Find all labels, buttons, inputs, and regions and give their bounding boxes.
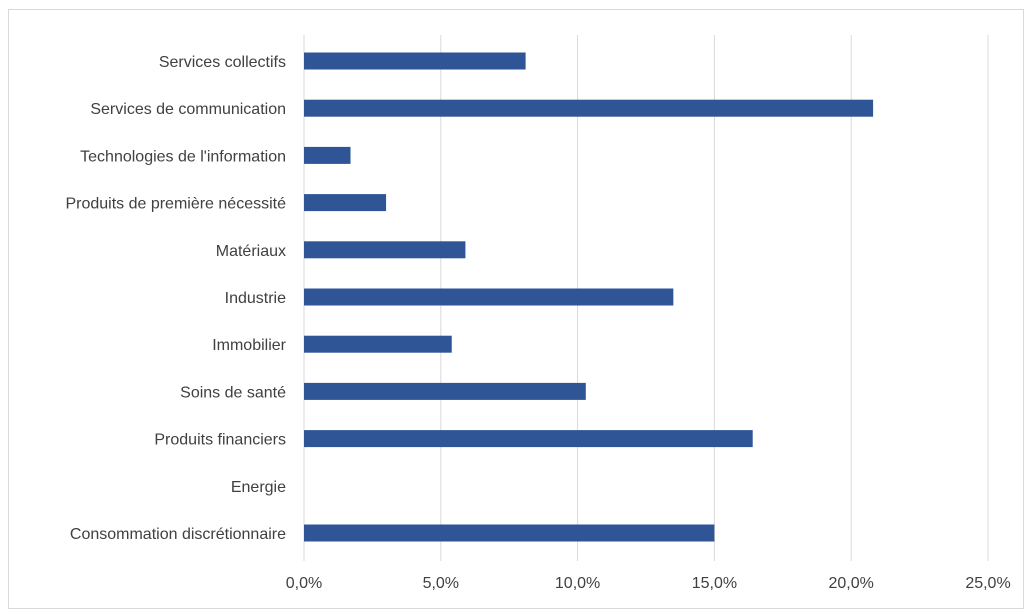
chart-frame: Services collectifs Services de communica… — [8, 9, 1024, 609]
category-label: Industrie — [225, 290, 286, 307]
x-tick-label: 5,0% — [423, 575, 459, 592]
category-label: Energie — [231, 479, 286, 496]
bar — [304, 99, 874, 117]
bar — [304, 194, 387, 212]
bar — [304, 524, 715, 542]
category-label: Services collectifs — [159, 54, 286, 71]
bar — [304, 241, 466, 259]
x-tick-label: 15,0% — [692, 575, 737, 592]
category-label: Immobilier — [212, 337, 286, 354]
x-tick-labels: 0,0% 5,0% 10,0% 15,0% 20,0% 25,0% — [286, 575, 1011, 592]
bar — [304, 52, 526, 70]
bar — [304, 382, 586, 400]
bar — [304, 430, 753, 448]
bar — [304, 335, 452, 353]
category-label: Technologies de l'information — [80, 148, 286, 165]
category-label: Produits financiers — [154, 432, 286, 449]
category-label: Services de communication — [90, 101, 286, 118]
x-tick-label: 20,0% — [829, 575, 874, 592]
x-tick-label: 0,0% — [286, 575, 322, 592]
x-tick-label: 25,0% — [965, 575, 1010, 592]
category-labels: Services collectifs Services de communica… — [65, 54, 286, 543]
bar-chart: Services collectifs Services de communica… — [65, 35, 1011, 592]
bar — [304, 288, 674, 306]
category-label: Matériaux — [216, 243, 286, 260]
category-label: Soins de santé — [180, 384, 286, 401]
bars — [304, 52, 874, 542]
category-label: Produits de première nécessité — [65, 196, 286, 213]
x-tick-label: 10,0% — [555, 575, 600, 592]
bar — [304, 146, 351, 164]
category-label: Consommation discrétionnaire — [70, 526, 286, 543]
